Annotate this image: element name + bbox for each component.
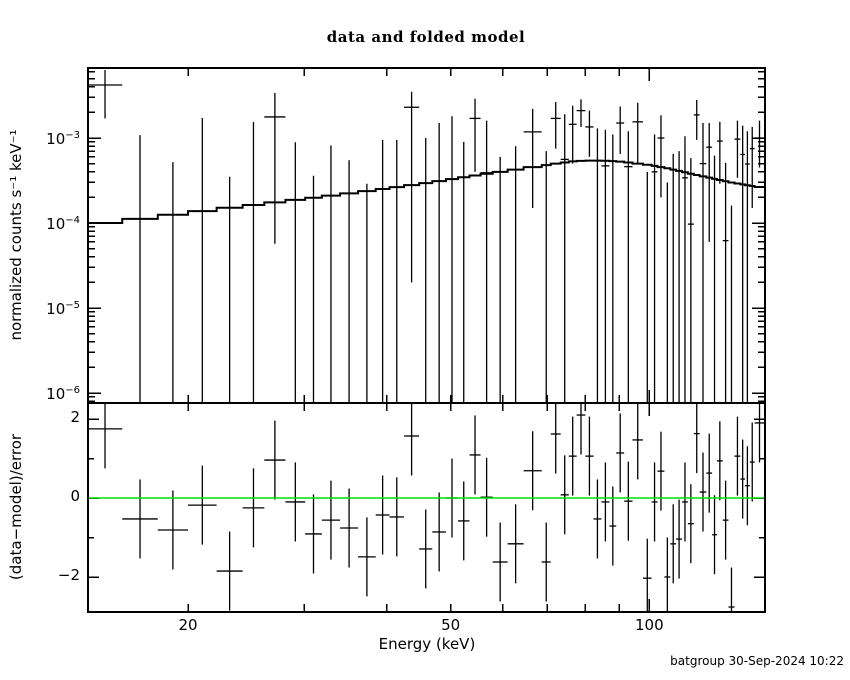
y-tick-label-2: 2	[70, 408, 80, 426]
y-tick-label-10−6: 10−6	[46, 385, 80, 403]
y-axis-label-top: normalized counts s⁻¹ keV⁻¹	[7, 129, 25, 341]
plot-title: data and folded model	[326, 28, 526, 46]
data-error-bars	[88, 70, 765, 403]
y-tick-label-0: 0	[70, 487, 80, 505]
residual-points	[88, 403, 765, 612]
y-tick-label-−2: −2	[57, 566, 80, 584]
panel-frames	[87, 67, 766, 613]
y-axis-label-bottom: (data−model)/error	[7, 433, 25, 581]
model-histogram	[87, 159, 765, 224]
axis-ticks	[88, 68, 765, 612]
y-tick-label-10−5: 10−5	[46, 300, 80, 318]
bottom-panel-frame	[87, 402, 766, 613]
x-tick-label-50: 50	[441, 616, 461, 634]
y-tick-label-10−3: 10−3	[46, 130, 80, 148]
y-tick-label-10−4: 10−4	[46, 215, 80, 233]
timestamp: batgroup 30-Sep-2024 10:22	[670, 654, 844, 668]
top-panel-frame	[87, 67, 766, 404]
x-tick-label-100: 100	[634, 616, 664, 634]
x-tick-label-20: 20	[178, 616, 198, 634]
x-axis-label: Energy (keV)	[378, 635, 476, 653]
